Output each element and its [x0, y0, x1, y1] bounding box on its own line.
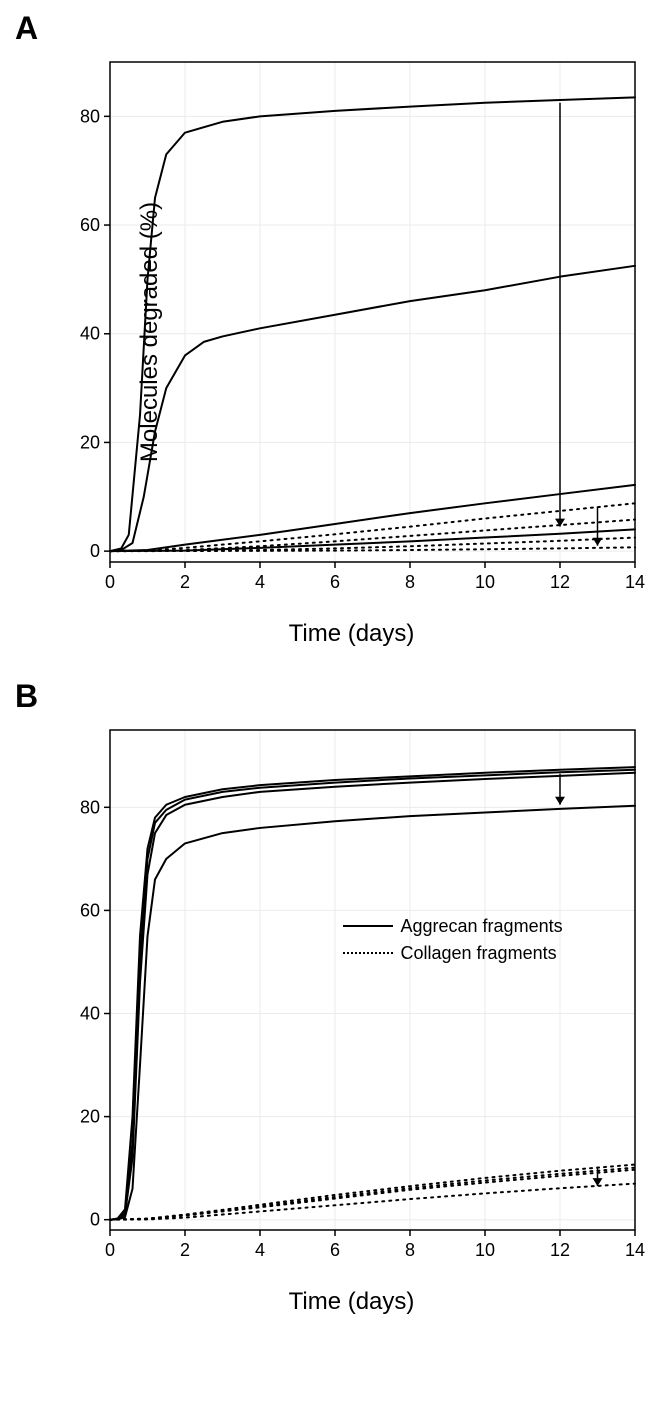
svg-text:2: 2 [180, 1240, 190, 1260]
chart-b-legend: Aggrecan fragments Collagen fragments [343, 916, 563, 970]
svg-text:40: 40 [80, 324, 100, 344]
legend-row: Collagen fragments [343, 943, 563, 964]
svg-text:14: 14 [625, 572, 645, 592]
svg-text:60: 60 [80, 215, 100, 235]
svg-text:0: 0 [105, 572, 115, 592]
svg-text:80: 80 [80, 797, 100, 817]
svg-text:40: 40 [80, 1004, 100, 1024]
svg-text:10: 10 [475, 572, 495, 592]
chart-a-ylabel: Molecules degraded (%) [136, 202, 164, 462]
svg-text:2: 2 [180, 572, 190, 592]
svg-text:20: 20 [80, 432, 100, 452]
chart-b-xlabel: Time (days) [50, 1288, 653, 1316]
chart-a-xlabel: Time (days) [50, 620, 653, 648]
chart-a-wrap: Molecules degraded (%) 0 2 4 6 8 10 12 14 0 20 40 6… [50, 52, 650, 612]
svg-text:6: 6 [330, 572, 340, 592]
svg-text:14: 14 [625, 1240, 645, 1260]
svg-text:0: 0 [90, 541, 100, 561]
svg-text:4: 4 [255, 1240, 265, 1260]
svg-text:8: 8 [405, 1240, 415, 1260]
legend-swatch [343, 952, 393, 954]
svg-text:20: 20 [80, 1107, 100, 1127]
svg-text:0: 0 [105, 1240, 115, 1260]
chart-b-svg: 0 2 4 6 8 10 12 14 0 20 40 60 80 [50, 720, 650, 1280]
svg-text:10: 10 [475, 1240, 495, 1260]
svg-text:4: 4 [255, 572, 265, 592]
svg-text:6: 6 [330, 1240, 340, 1260]
svg-text:12: 12 [550, 572, 570, 592]
legend-label: Collagen fragments [401, 943, 557, 964]
panel-a-label: A [15, 10, 653, 47]
svg-text:0: 0 [90, 1210, 100, 1230]
panel-a: A Molecules degraded (%) 0 2 4 6 8 10 12 14 0 20 4… [10, 10, 653, 648]
legend-label: Aggrecan fragments [401, 916, 563, 937]
svg-text:8: 8 [405, 572, 415, 592]
legend-row: Aggrecan fragments [343, 916, 563, 937]
panel-b: B 0 2 4 6 8 10 12 14 0 20 40 60 80 Aggrecan fragment… [10, 678, 653, 1316]
chart-b-wrap: 0 2 4 6 8 10 12 14 0 20 40 60 80 Aggrecan fragments C… [50, 720, 650, 1280]
svg-text:80: 80 [80, 106, 100, 126]
panel-b-label: B [15, 678, 653, 715]
svg-text:60: 60 [80, 900, 100, 920]
legend-swatch [343, 925, 393, 927]
svg-text:12: 12 [550, 1240, 570, 1260]
